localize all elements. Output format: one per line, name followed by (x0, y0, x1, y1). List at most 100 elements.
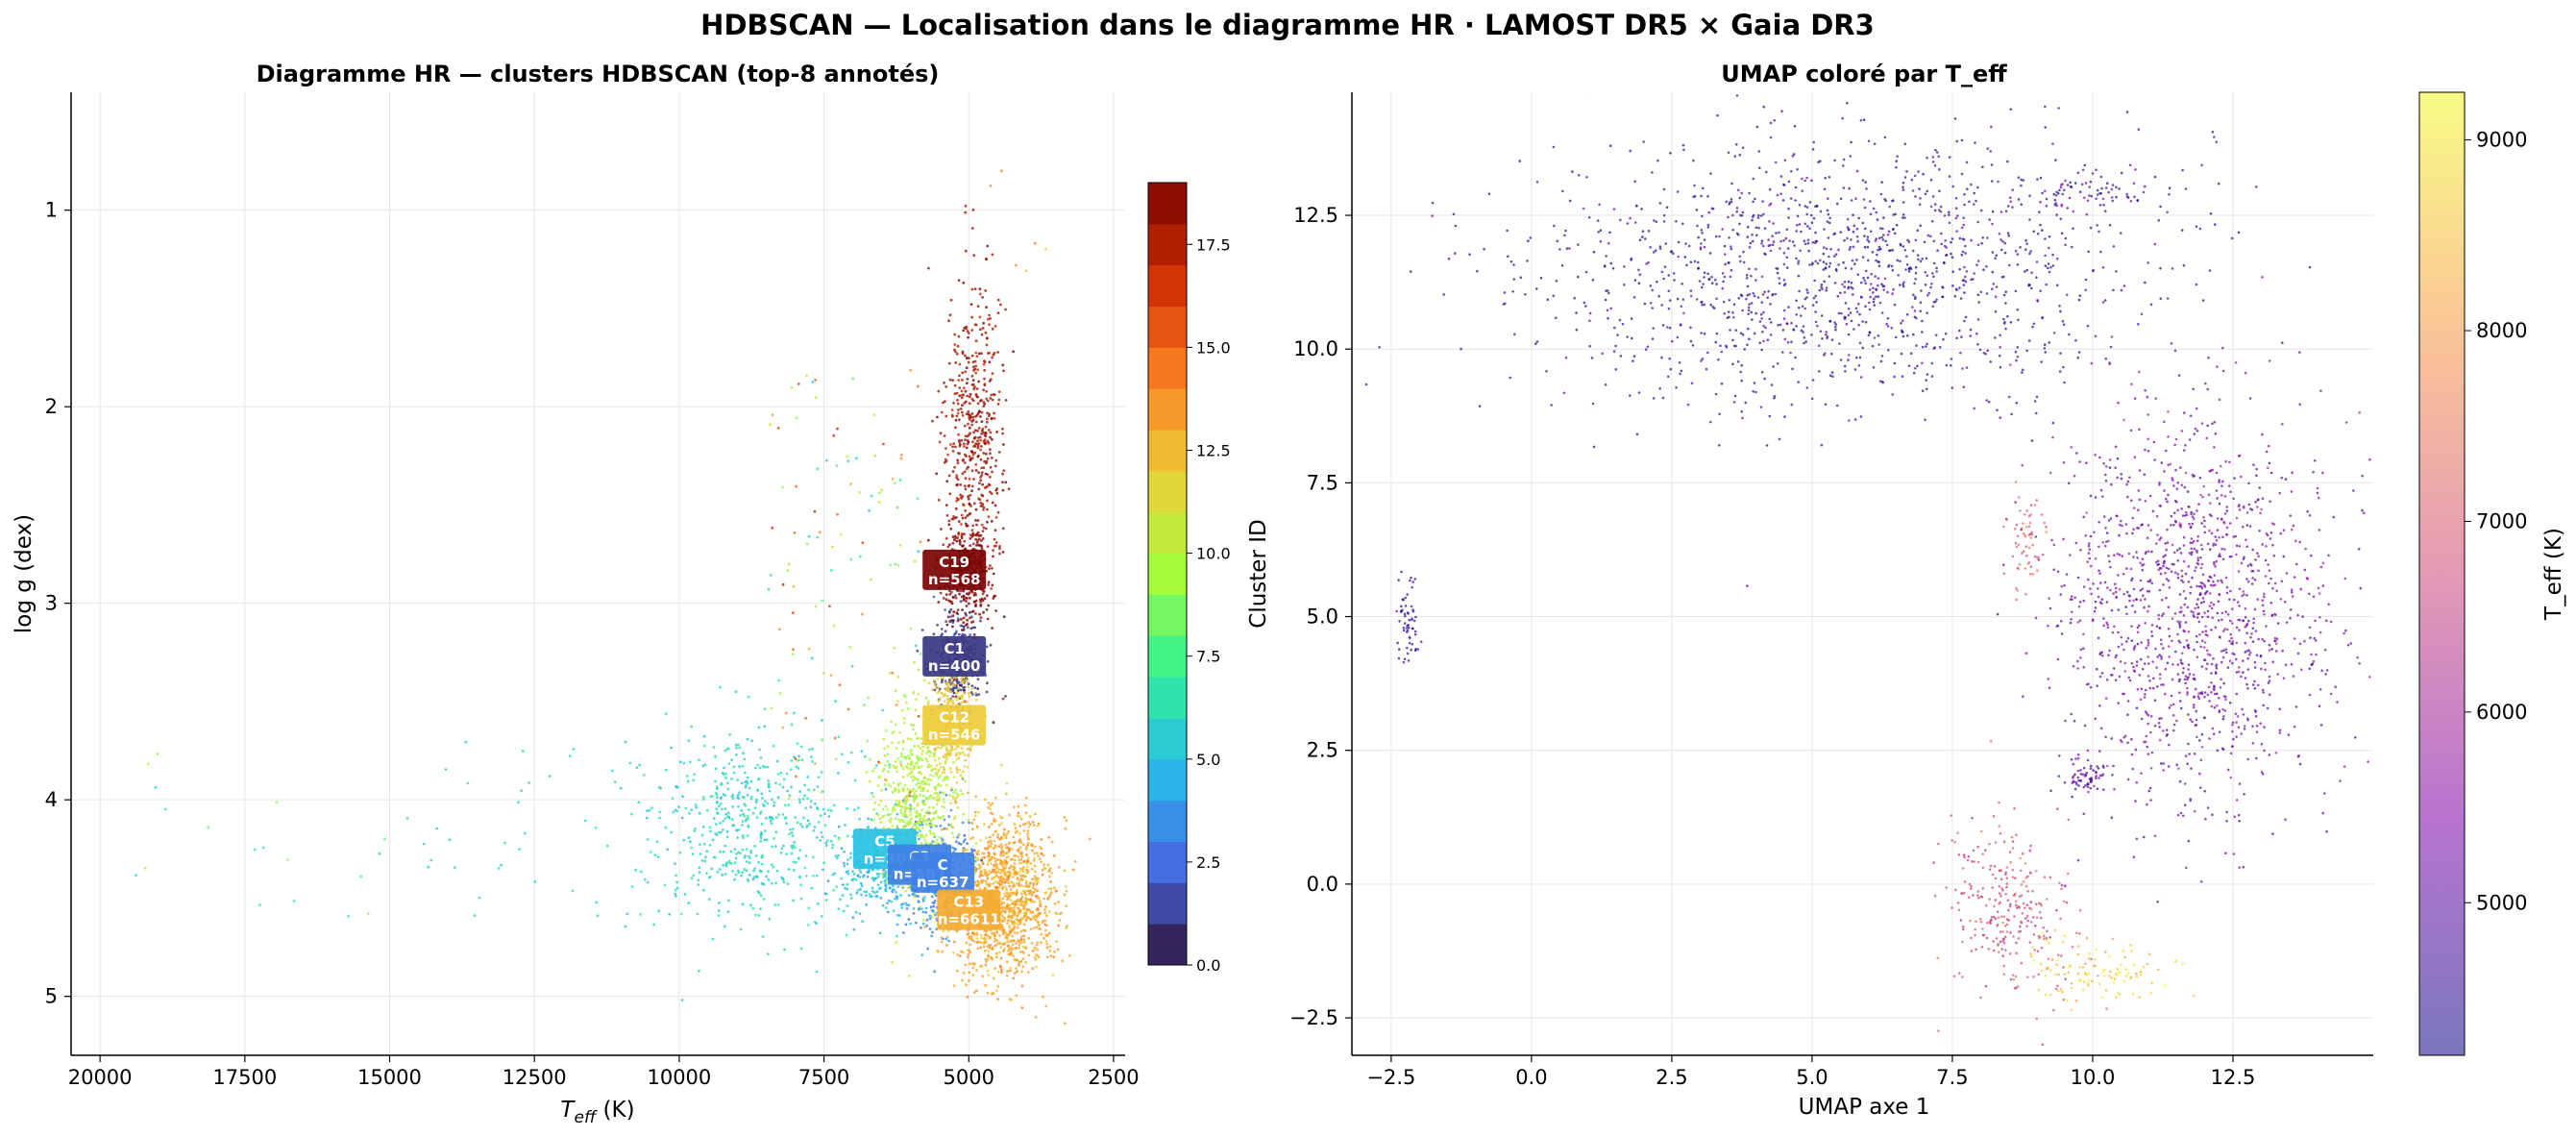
hr-point (1034, 1016, 1038, 1019)
hr-point (754, 801, 758, 804)
hr-point (792, 828, 795, 830)
hr-point (1008, 998, 1012, 1001)
hr-point (1017, 804, 1020, 808)
hr-point (975, 941, 979, 944)
hr-point (922, 679, 926, 682)
hr-point (939, 824, 943, 828)
hr-point (712, 817, 716, 820)
hr-point (754, 913, 757, 917)
hr-point (732, 771, 736, 775)
hr-point (949, 677, 952, 680)
hr-point (822, 807, 825, 811)
hr-point (919, 814, 921, 818)
hr-point (688, 811, 691, 815)
hr-point (967, 682, 970, 685)
hr-point (275, 801, 279, 803)
hr-point (1004, 399, 1008, 402)
hr-point (990, 871, 993, 874)
hr-point (942, 801, 945, 803)
hr-point (984, 527, 988, 531)
umap-panel: UMAP coloré par T_eff −2.5 0.0 2.5 5.0 7.5 10… (1289, 61, 2566, 1120)
hr-point (881, 708, 884, 712)
hr-point (855, 457, 858, 460)
hr-point (675, 880, 678, 884)
hr-point (680, 816, 684, 820)
hr-point (1012, 939, 1016, 943)
hr-point (907, 894, 911, 897)
hr-point (961, 770, 965, 774)
hr-point (887, 770, 890, 774)
hr-point (958, 443, 962, 446)
hr-point (951, 450, 955, 453)
hr-point (917, 744, 920, 748)
hr-point (929, 794, 932, 798)
hr-point (1004, 695, 1007, 698)
hr-point (986, 617, 990, 621)
hr-point (971, 365, 975, 369)
hr-point (861, 920, 865, 924)
hr-point (919, 747, 922, 750)
hr-point (961, 371, 965, 375)
hr-point (727, 815, 731, 819)
hr-point (908, 810, 912, 813)
hr-point (613, 780, 617, 783)
hr-point (969, 511, 972, 515)
hr-point (739, 927, 743, 931)
hr-point (957, 686, 960, 690)
hr-point (135, 874, 137, 877)
hr-point (948, 443, 952, 446)
hr-point (895, 890, 897, 894)
hr-point (1042, 853, 1045, 857)
hr-point (946, 700, 950, 704)
cluster-colorbar-tick-label: 7.5 (1196, 648, 1220, 666)
hr-point (794, 816, 797, 819)
hr-point (920, 953, 924, 956)
hr-point (1034, 918, 1038, 922)
hr-point (897, 790, 900, 794)
hr-point (823, 812, 826, 816)
hr-point (977, 471, 981, 474)
hr-point (936, 783, 940, 787)
hr-point (992, 549, 994, 552)
hr-point (994, 458, 998, 462)
hr-point (933, 688, 937, 692)
hr-xtick-label: 17500 (212, 1066, 277, 1089)
hr-point (841, 894, 845, 897)
cluster-colorbar-swatch (1148, 388, 1187, 431)
hr-point (945, 447, 947, 450)
hr-point (1015, 994, 1018, 997)
hr-point (1002, 369, 1005, 373)
umap-point (1844, 266, 1848, 270)
hr-point (899, 894, 903, 897)
hr-point (967, 952, 969, 956)
hr-point (950, 602, 954, 606)
hr-point (798, 790, 802, 793)
cluster-colorbar-swatch (1148, 470, 1187, 513)
umap-point (1955, 230, 1958, 233)
hr-point (865, 894, 868, 897)
hr-point (967, 360, 970, 364)
hr-point (1040, 847, 1043, 851)
hr-point (521, 750, 525, 753)
hr-point (972, 542, 975, 546)
hr-point (963, 688, 966, 692)
hr-point (1012, 922, 1016, 926)
hr-point (710, 867, 714, 871)
hr-point (942, 929, 945, 933)
hr-point (473, 914, 477, 917)
hr-point (974, 533, 978, 537)
hr-point (1025, 796, 1028, 800)
hr-point (888, 819, 891, 822)
hr-point (981, 856, 984, 860)
hr-point (972, 444, 976, 448)
hr-point (1006, 940, 1009, 944)
hr-point (909, 767, 912, 771)
hr-point (719, 796, 723, 800)
hr-point (982, 362, 986, 366)
hr-point (884, 787, 888, 791)
hr-point (734, 743, 738, 747)
hr-point (774, 881, 777, 885)
hr-point (759, 894, 763, 898)
hr-point (966, 747, 969, 751)
hr-point (980, 420, 984, 423)
